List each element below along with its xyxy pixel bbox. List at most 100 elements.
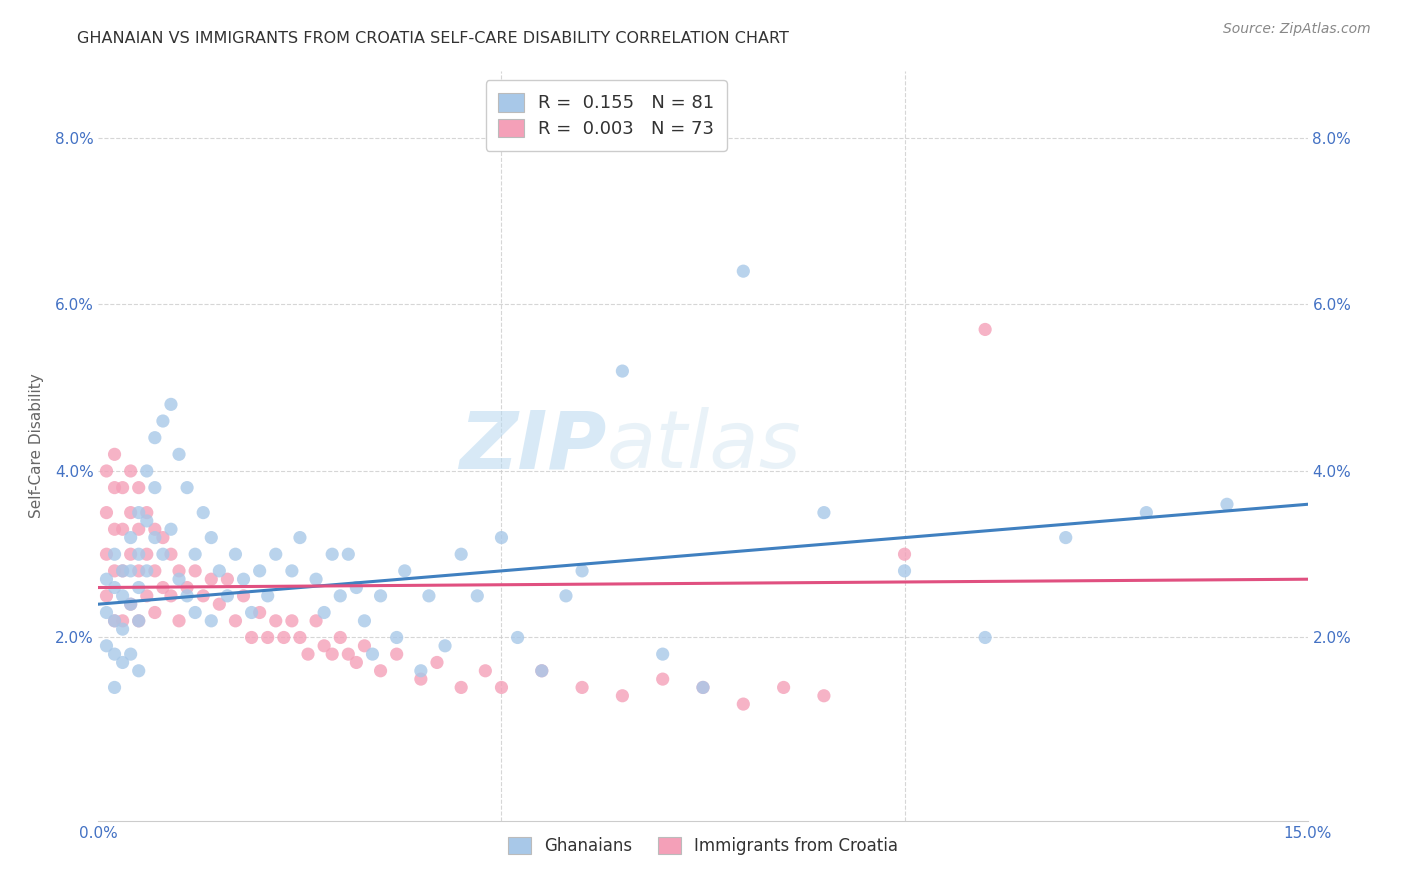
Point [571,681,593,695]
Point [813,689,835,703]
Text: Source: ZipAtlas.com: Source: ZipAtlas.com [1223,22,1371,37]
Point [111,481,134,495]
Point [426,656,449,670]
Point [96,589,118,603]
Point [733,697,755,711]
Point [465,589,488,603]
Point [224,614,246,628]
Point [143,431,166,445]
Point [385,647,408,661]
Point [329,589,352,603]
Point [120,597,142,611]
Point [240,606,263,620]
Point [273,631,295,645]
Point [111,564,134,578]
Point [143,564,166,578]
Point [128,614,150,628]
Point [232,572,254,586]
Point [120,506,142,520]
Point [143,531,166,545]
Point [240,631,263,645]
Point [1135,506,1157,520]
Point [474,664,496,678]
Point [120,597,142,611]
Point [692,681,714,695]
Point [1054,531,1077,545]
Point [249,606,271,620]
Point [692,681,714,695]
Point [167,614,190,628]
Legend: Ghanaians, Immigrants from Croatia: Ghanaians, Immigrants from Croatia [498,827,908,864]
Point [167,447,190,461]
Point [128,564,150,578]
Point [152,414,174,428]
Point [120,531,142,545]
Point [160,547,183,561]
Point [530,664,553,678]
Point [305,614,328,628]
Point [176,481,198,495]
Point [530,664,553,678]
Point [651,672,673,686]
Point [184,606,207,620]
Point [200,614,222,628]
Point [353,614,375,628]
Point [103,564,125,578]
Point [184,547,207,561]
Point [337,647,360,661]
Point [353,639,375,653]
Point [103,614,125,628]
Text: atlas: atlas [606,407,801,485]
Point [612,689,634,703]
Point [450,547,472,561]
Point [120,464,142,478]
Point [135,506,157,520]
Point [128,614,150,628]
Point [893,547,915,561]
Point [143,481,166,495]
Point [361,647,384,661]
Point [96,464,118,478]
Point [103,614,125,628]
Point [200,572,222,586]
Point [651,647,673,661]
Text: ZIP: ZIP [458,407,606,485]
Point [232,589,254,603]
Point [288,631,311,645]
Point [208,597,231,611]
Point [128,664,150,678]
Point [167,564,190,578]
Point [217,589,239,603]
Point [111,656,134,670]
Point [176,581,198,595]
Point [128,481,150,495]
Point [612,364,634,378]
Point [152,581,174,595]
Point [135,564,157,578]
Point [111,564,134,578]
Point [135,589,157,603]
Point [217,572,239,586]
Point [249,564,271,578]
Point [103,547,125,561]
Point [96,606,118,620]
Point [555,589,578,603]
Point [434,639,457,653]
Point [224,547,246,561]
Point [143,606,166,620]
Point [893,564,915,578]
Point [111,622,134,636]
Point [128,581,150,595]
Point [176,589,198,603]
Point [128,547,150,561]
Point [208,564,231,578]
Point [128,506,150,520]
Point [120,547,142,561]
Point [281,614,304,628]
Point [143,522,166,536]
Point [111,522,134,536]
Point [103,522,125,536]
Point [813,506,835,520]
Point [200,531,222,545]
Point [314,639,336,653]
